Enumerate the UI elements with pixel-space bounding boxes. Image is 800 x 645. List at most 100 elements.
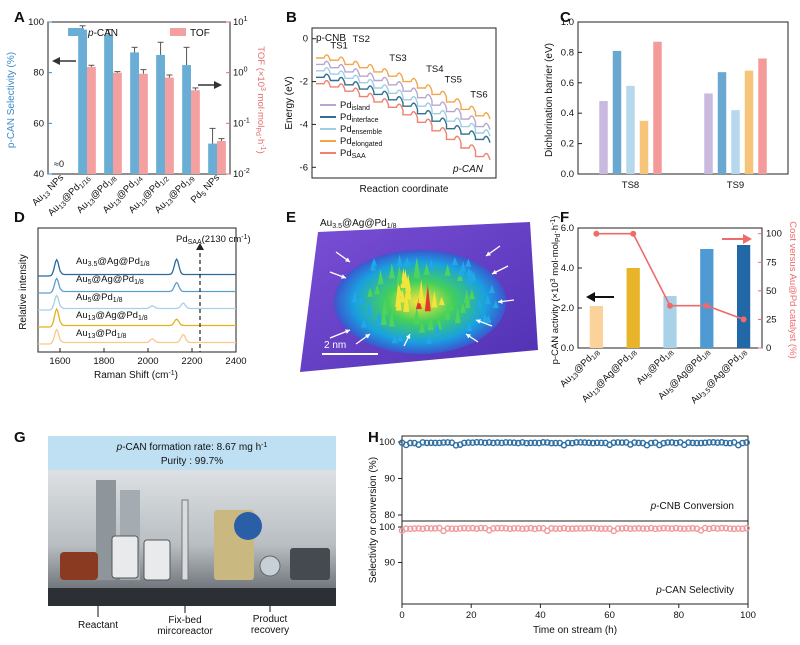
h-point — [610, 439, 618, 446]
b-ts-label: TS2 — [352, 34, 369, 45]
h-point — [514, 439, 522, 447]
h-point — [498, 524, 505, 532]
h-ytick-label: 100 — [379, 522, 395, 533]
e-arrowhead — [345, 329, 350, 334]
f-xtick-sub2: 1/8 — [590, 350, 602, 362]
e-atom-spike — [395, 294, 402, 311]
h-point — [407, 525, 414, 533]
d-xtick-label: 2400 — [225, 356, 246, 367]
h-point — [701, 439, 709, 447]
a-xtick-sub1: 13 — [42, 190, 53, 201]
e-atom-spike — [351, 291, 358, 303]
h-point — [660, 524, 667, 532]
h-point — [722, 439, 730, 447]
f-cost-point — [593, 230, 600, 237]
b-energy-line — [316, 73, 491, 143]
e-arrowhead — [341, 274, 346, 279]
h-point — [597, 525, 605, 532]
panel-g-pump-1 — [111, 535, 139, 579]
e-atom-spike — [447, 297, 454, 311]
f-ytick-label: 4.0 — [561, 263, 574, 274]
b-ts-label: TS4 — [426, 64, 443, 75]
e-atom-spike — [427, 315, 434, 331]
panel-g-photo — [48, 470, 336, 606]
d-label-sub2: 1/8 — [113, 297, 123, 304]
h-point — [498, 439, 505, 447]
panel-g-microreactor — [181, 499, 189, 581]
e-atom-spike — [465, 258, 472, 267]
a-xtick-sub2: 1/16 — [78, 176, 93, 191]
h-point — [639, 525, 647, 532]
panel-g-banner — [48, 436, 336, 470]
h-point — [722, 524, 730, 532]
panel-a-zero-note: ≈0 — [54, 159, 64, 169]
h-point — [490, 525, 497, 532]
panel-a-arrowhead-left — [52, 57, 60, 65]
f-ytick-label-right: 25 — [766, 314, 777, 325]
panel-g-rate: p-CAN formation rate: 8.67 mg h-1 — [116, 442, 268, 453]
h-point — [589, 439, 597, 447]
h-point — [597, 439, 605, 447]
h-point — [469, 439, 476, 446]
b-ytick-label: 0 — [303, 34, 308, 45]
b-legend-label: Pdisland — [340, 100, 370, 112]
e-atom-spike — [381, 297, 388, 316]
e-atom-spike — [413, 257, 420, 276]
g-label-line: Product — [253, 614, 288, 625]
panel-d: D 1600 1800 2000 2200 2400 Au3.5@Ag@Pd1/8Au5… — [14, 209, 251, 381]
h-point — [622, 524, 630, 532]
d-label-b: @Ag@Pd — [97, 256, 140, 267]
b-legend-sub: SAA — [352, 153, 366, 160]
panel-h-frame — [401, 435, 749, 605]
panel-a-legend-pcan: p-CAN — [87, 28, 118, 39]
h-point — [423, 439, 431, 447]
h-point — [552, 525, 559, 532]
b-ts-label: TS5 — [444, 75, 461, 86]
h-point — [456, 525, 464, 532]
h-point — [407, 439, 414, 447]
h-point — [440, 439, 447, 446]
h-ytick-label: 80 — [384, 510, 395, 521]
e-atom-spike — [466, 269, 473, 285]
panel-b-yticks: 0 -2 -4 -6 — [300, 34, 316, 173]
c-bar — [731, 110, 740, 174]
b-legend-sub: island — [352, 105, 370, 112]
h-point — [631, 439, 638, 446]
panel-b-ylabel: Energy (eV) — [284, 76, 295, 129]
panel-h-xlabel: Time on stream (h) — [533, 625, 617, 636]
a-bar-tof — [217, 140, 226, 174]
d-spectrum — [38, 328, 236, 345]
e-atom-spike — [399, 288, 406, 303]
f-xtick-sub2: 1/8 — [664, 350, 676, 362]
h-point — [548, 439, 555, 447]
panel-b-xlabel: Reaction coordinate — [360, 184, 449, 195]
a-xtick-sub2: 1/8 — [107, 176, 119, 188]
e-atom-spike — [470, 270, 477, 281]
e-atom-spike — [358, 295, 365, 305]
h-point — [627, 525, 634, 532]
d-spectrum — [38, 294, 236, 311]
a-ytick-label-left: 80 — [33, 68, 44, 79]
d-label-sub1: 5 — [88, 297, 92, 304]
d-spectrum — [38, 307, 236, 328]
c-xtick-label: TS9 — [727, 180, 744, 191]
h-point — [465, 439, 472, 446]
h-point — [573, 439, 580, 446]
h-point — [602, 525, 609, 532]
panel-label-c: C — [560, 9, 571, 26]
e-atom-spike — [370, 261, 377, 271]
a-xtick-sub1: 13 — [86, 198, 97, 209]
b-ytick-label: -6 — [300, 162, 308, 173]
b-legend-base: Pd — [340, 124, 352, 135]
f-cost-point — [667, 302, 673, 309]
d-series-label: Au13@Pd1/8 — [76, 328, 127, 340]
panel-d-xticks: 1600 1800 2000 2200 2400 — [49, 348, 247, 367]
b-ts-label: TS3 — [389, 53, 406, 64]
h-point — [676, 525, 684, 532]
h-point — [689, 439, 696, 447]
e-atom-spike — [377, 269, 384, 285]
b-legend-label: Pdinterface — [340, 112, 379, 124]
panel-f-bars — [589, 245, 751, 348]
e-atom-spike — [438, 296, 445, 306]
c-xtick-label: TS8 — [622, 180, 639, 191]
